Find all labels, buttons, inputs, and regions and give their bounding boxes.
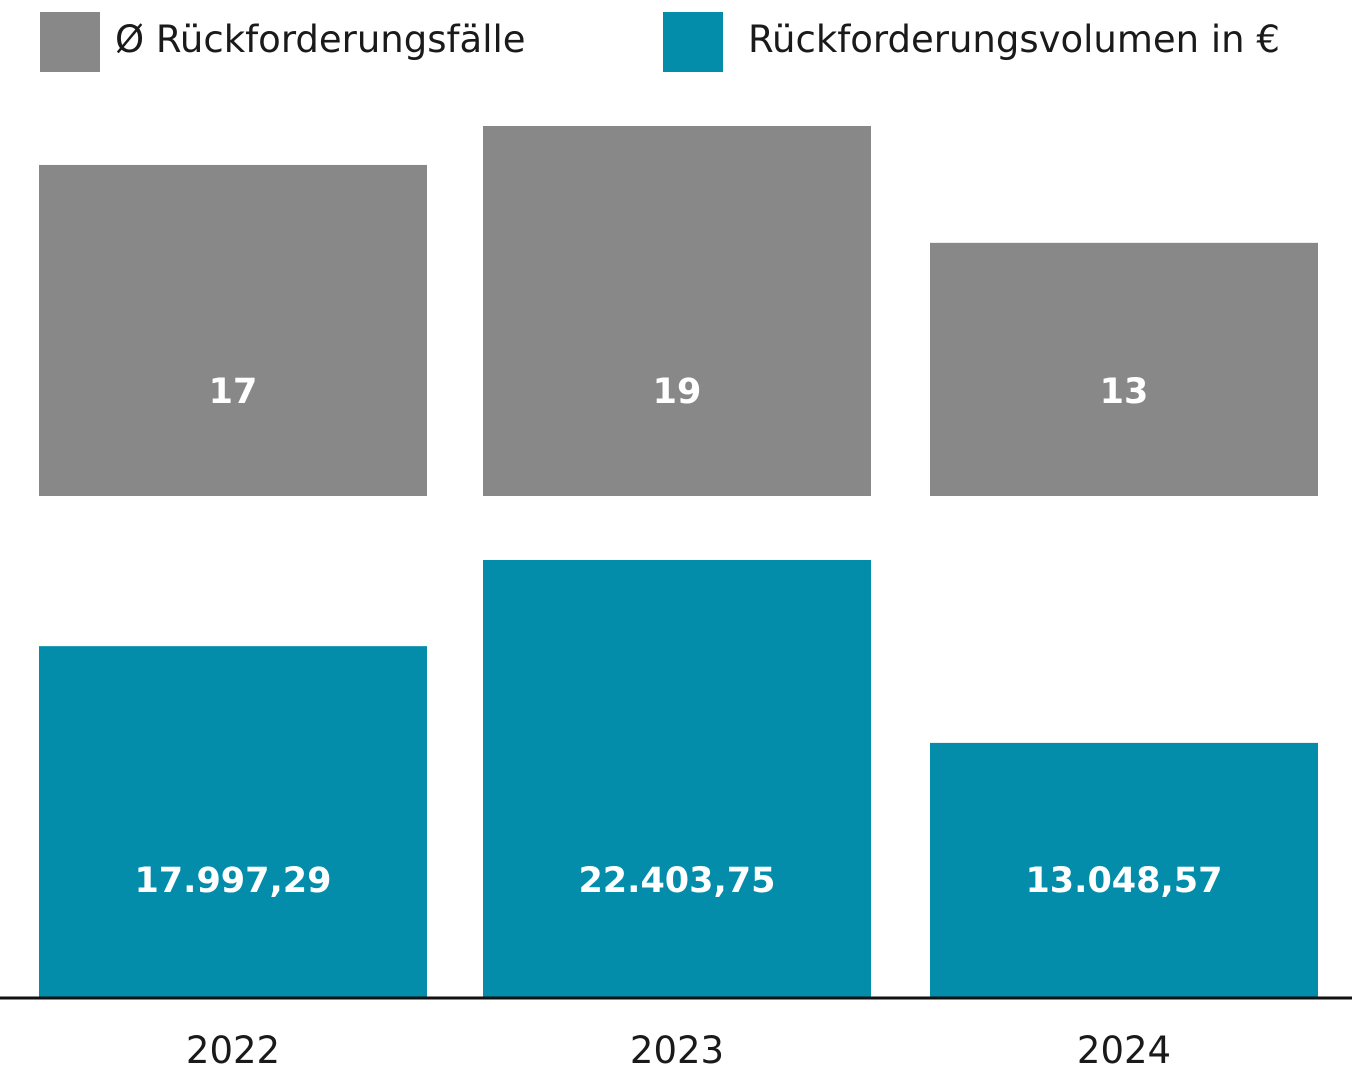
legend-swatch-volume xyxy=(663,12,723,72)
x-tick-label-2023: 2023 xyxy=(630,1029,724,1072)
cases-bar-2022 xyxy=(39,164,427,496)
volume-bars: 17.997,29 22.403,75 13.048,57 xyxy=(39,560,1318,998)
cases-bar-2023 xyxy=(483,126,871,496)
cases-value-label-2023: 19 xyxy=(653,372,702,412)
cases-value-label-2024: 13 xyxy=(1100,372,1149,412)
legend-label-cases: Ø Rückforderungsfälle xyxy=(115,18,526,61)
volume-value-label-2023: 22.403,75 xyxy=(578,861,775,901)
x-tick-label-2022: 2022 xyxy=(186,1029,280,1072)
volume-bar-2024 xyxy=(930,742,1318,998)
legend-label-volume: Rückforderungsvolumen in € xyxy=(748,18,1280,61)
volume-bar-2023 xyxy=(483,560,871,998)
volume-bar-2022 xyxy=(39,646,427,998)
cases-bars: 17 19 13 xyxy=(39,126,1318,496)
x-tick-label-2024: 2024 xyxy=(1077,1029,1171,1072)
volume-value-label-2022: 17.997,29 xyxy=(134,861,331,901)
x-axis-ticks: 2022 2023 2024 xyxy=(186,1029,1171,1072)
cases-bar-2024 xyxy=(930,242,1318,496)
cases-value-label-2022: 17 xyxy=(209,372,258,412)
legend: Ø Rückforderungsfälle Rückforderungsvolum… xyxy=(40,12,1280,72)
volume-value-label-2024: 13.048,57 xyxy=(1025,861,1222,901)
legend-swatch-cases xyxy=(40,12,100,72)
